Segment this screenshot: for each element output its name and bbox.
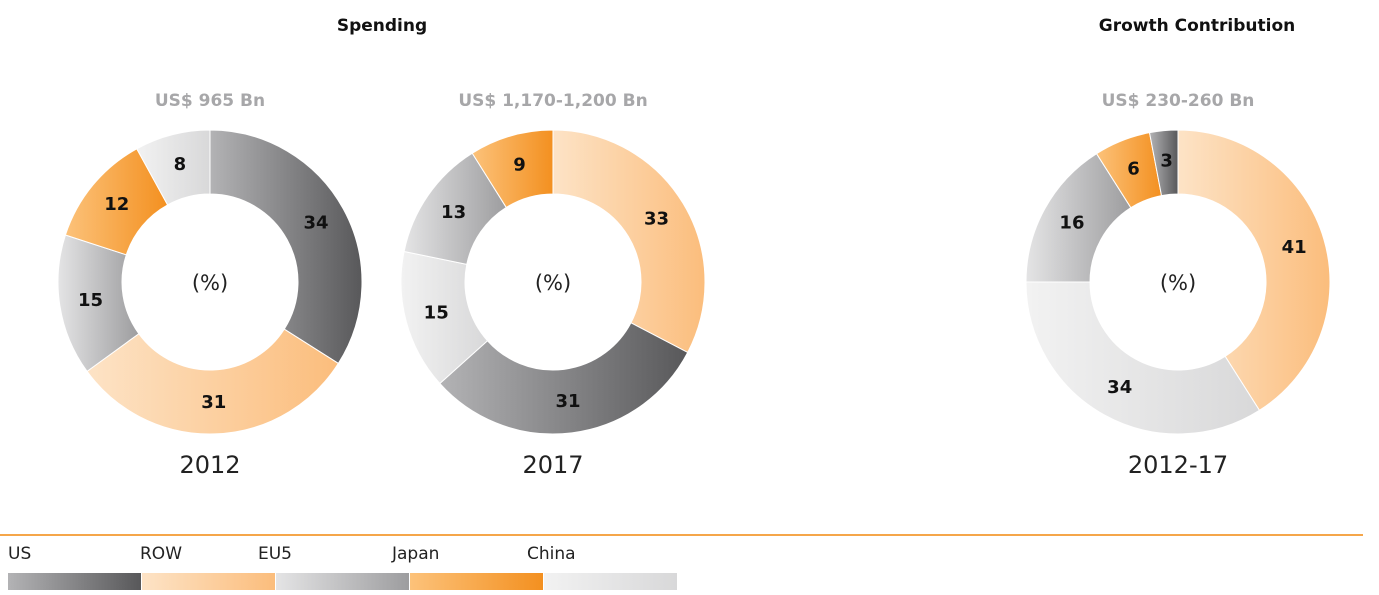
data-label: 13 — [441, 202, 466, 223]
chart-label: 2012-17 — [1128, 451, 1228, 479]
chart-label: 2017 — [522, 451, 583, 479]
chart-subtitle: US$ 230-260 Bn — [1102, 91, 1255, 111]
data-label: 8 — [174, 154, 187, 175]
center-label: (%) — [192, 271, 228, 295]
data-label: 31 — [555, 391, 580, 412]
donut-slice — [209, 129, 363, 365]
legend-swatch — [8, 573, 141, 590]
data-label: 16 — [1059, 213, 1084, 234]
legend-swatch — [410, 573, 543, 590]
chart-subtitle: US$ 1,170-1,200 Bn — [458, 91, 647, 111]
legend-label: EU5 — [258, 544, 292, 564]
data-label: 9 — [513, 155, 526, 176]
data-label: 3 — [1160, 151, 1173, 172]
data-label: 41 — [1282, 237, 1307, 258]
data-label: 12 — [104, 194, 129, 215]
donut-slice — [86, 328, 340, 435]
data-label: 15 — [78, 290, 103, 311]
data-label: 34 — [1107, 377, 1132, 398]
center-label: (%) — [535, 271, 571, 295]
legend-label: China — [527, 544, 576, 564]
chart-subtitle: US$ 965 Bn — [155, 91, 265, 111]
data-label: 33 — [644, 208, 669, 229]
data-label: 15 — [424, 303, 449, 324]
donut-slice — [1148, 129, 1179, 197]
data-label: 34 — [304, 213, 329, 234]
legend-label: US — [8, 544, 31, 564]
donut-slice — [552, 129, 706, 354]
data-label: 31 — [201, 392, 226, 413]
donut-slice — [471, 129, 554, 209]
legend-swatch — [544, 573, 677, 590]
section-heading: Growth Contribution — [1099, 16, 1295, 36]
donut-slice — [136, 129, 211, 206]
legend-swatch — [276, 573, 409, 590]
chart-label: 2012 — [179, 451, 240, 479]
donut-slice — [1177, 129, 1331, 412]
donut-slice — [1025, 281, 1261, 435]
legend-label: ROW — [140, 544, 182, 564]
legend-label: Japan — [391, 544, 439, 564]
section-heading: Spending — [337, 16, 427, 36]
donut-slice — [439, 322, 689, 435]
legend-swatch — [142, 573, 275, 590]
center-label: (%) — [1160, 271, 1196, 295]
data-label: 6 — [1127, 158, 1140, 179]
